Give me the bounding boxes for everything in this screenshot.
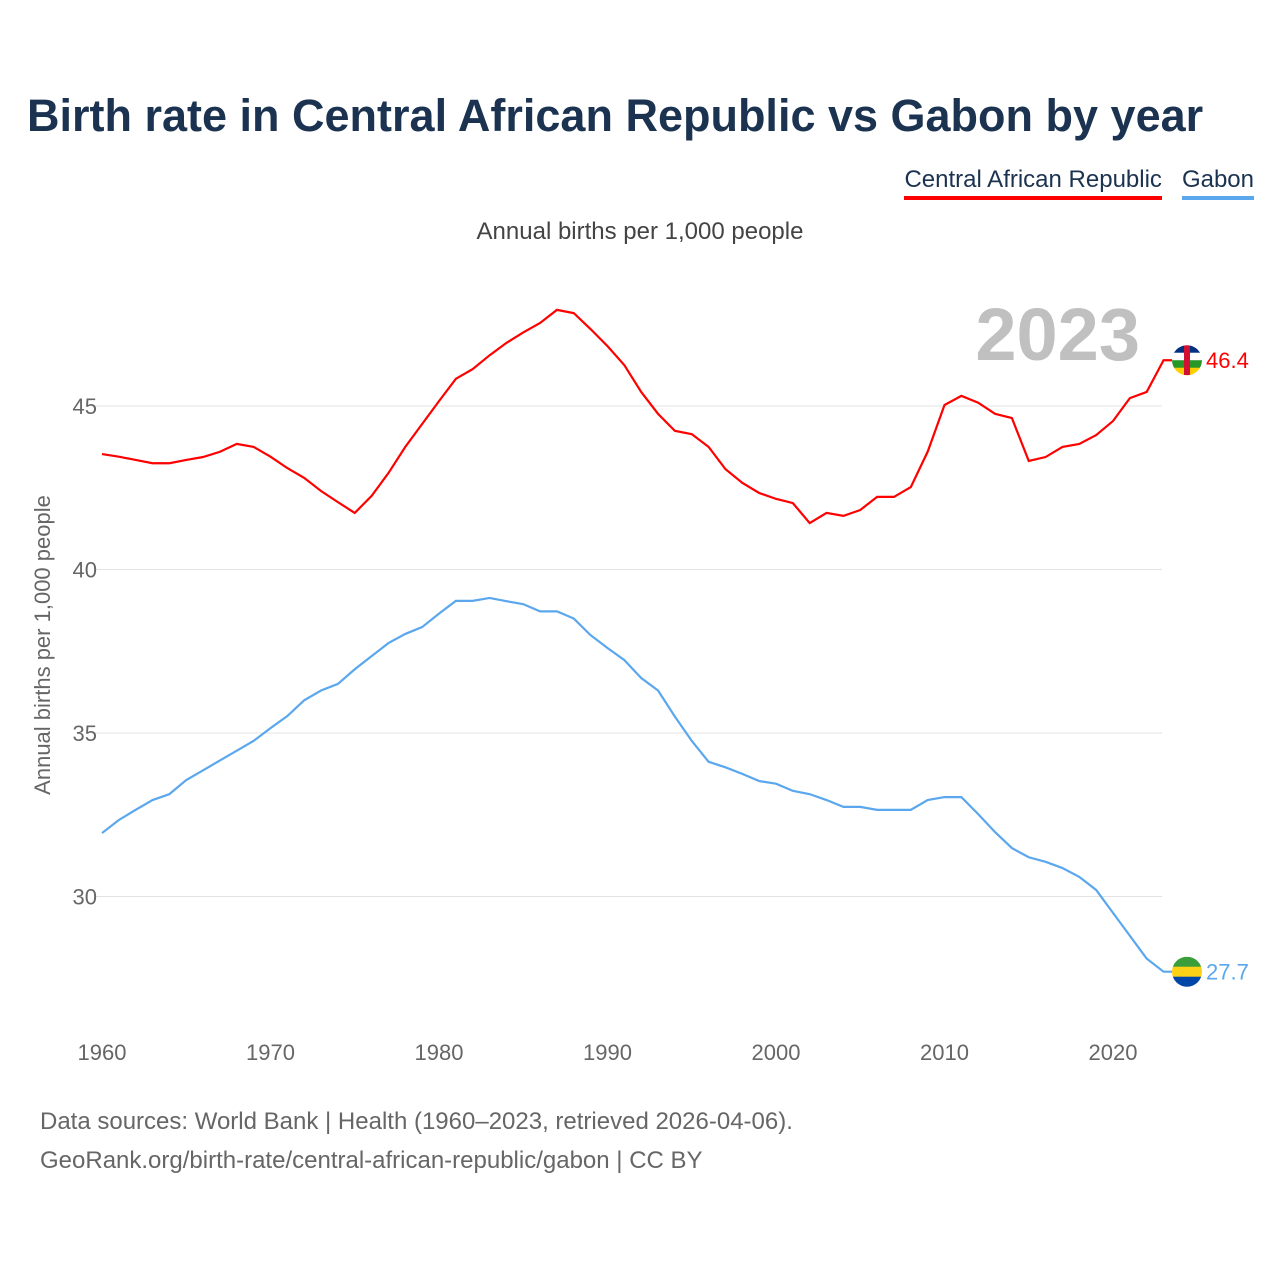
source-url[interactable]: GeoRank.org/birth-rate/central-african-r… <box>40 1147 703 1174</box>
data-sources: Data sources: World Bank | Health (1960–… <box>40 1108 793 1135</box>
y-tick-label: 35 <box>73 721 97 746</box>
y-tick-label: 30 <box>73 885 97 910</box>
y-tick-label: 45 <box>73 394 97 419</box>
x-tick-label: 2020 <box>1089 1040 1138 1065</box>
x-tick-label: 1970 <box>246 1040 295 1065</box>
chart-subtitle: Annual births per 1,000 people <box>476 218 804 245</box>
x-tick-label: 1990 <box>583 1040 632 1065</box>
legend-item-car[interactable]: Central African Republic <box>904 166 1162 200</box>
series-line-0 <box>101 308 1172 525</box>
x-tick-label: 2000 <box>752 1040 801 1065</box>
end-value-label-0: 46.4 <box>1206 348 1249 373</box>
legend: Central African Republic Gabon <box>904 166 1254 200</box>
legend-item-gabon[interactable]: Gabon <box>1181 166 1254 200</box>
y-axis-label: Annual births per 1,000 people <box>30 495 55 795</box>
series-line-1 <box>101 596 1172 973</box>
gabon-flag-icon <box>1172 956 1202 987</box>
end-value-label-1: 27.7 <box>1206 960 1249 985</box>
year-label: 2023 <box>975 293 1140 376</box>
x-tick-label: 1960 <box>78 1040 127 1065</box>
y-tick-label: 40 <box>73 558 97 583</box>
x-tick-label: 1980 <box>415 1040 464 1065</box>
car-flag-icon <box>1172 345 1202 376</box>
x-tick-label: 2010 <box>920 1040 969 1065</box>
chart-title: Birth rate in Central African Republic v… <box>27 90 1204 141</box>
